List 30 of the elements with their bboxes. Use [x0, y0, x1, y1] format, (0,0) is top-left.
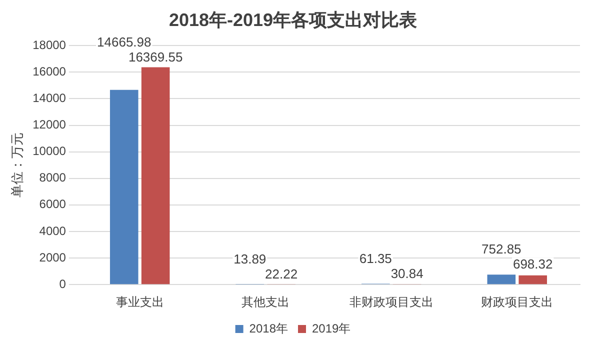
y-tick-label: 14000: [32, 91, 66, 106]
chart-title: 2018年-2019年各项支出对比表: [168, 10, 418, 30]
data-label: 752.85: [482, 242, 522, 257]
y-axis-title: 单位：万元: [9, 132, 24, 198]
y-tick-label: 10000: [32, 144, 66, 158]
bar: [141, 67, 170, 284]
y-tick-label: 18000: [32, 38, 66, 52]
y-tick-label: 16000: [32, 64, 66, 78]
y-tick-label: 2000: [39, 250, 66, 264]
y-tick-label: 0: [59, 276, 66, 291]
x-tick-label: 事业支出: [116, 295, 164, 310]
data-label: 16369.55: [128, 49, 183, 64]
x-tick-label: 其他支出: [242, 295, 290, 310]
data-label: 698.32: [512, 256, 553, 272]
x-tick-label: 财政项目支出: [481, 295, 554, 310]
data-label: 30.84: [390, 266, 424, 281]
y-tick-label: 12000: [32, 118, 66, 132]
data-label: 14665.98: [97, 34, 152, 50]
x-tick-label: 非财政项目支出: [349, 295, 434, 310]
data-label: 22.22: [265, 266, 298, 282]
legend-label: 2019年: [312, 321, 351, 336]
bar: [110, 90, 138, 284]
y-tick-label: 8000: [39, 170, 66, 185]
y-tick-label: 6000: [39, 197, 66, 212]
data-label: 13.89: [234, 251, 266, 266]
bar: [487, 274, 516, 284]
legend-label: 2018年: [249, 321, 288, 336]
y-tick-label: 4000: [39, 224, 66, 238]
bar: [518, 275, 547, 284]
data-label: 61.35: [359, 250, 392, 266]
